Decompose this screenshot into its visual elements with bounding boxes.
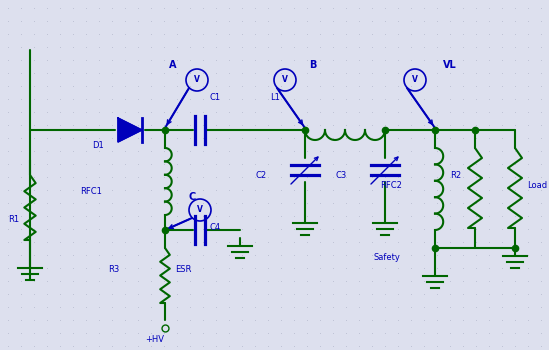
Polygon shape <box>118 118 142 142</box>
Text: C4: C4 <box>210 223 221 231</box>
Text: R3: R3 <box>108 266 119 274</box>
Text: ESR: ESR <box>175 266 192 274</box>
Text: B: B <box>309 60 317 70</box>
Text: RFC1: RFC1 <box>80 188 102 196</box>
Text: A: A <box>169 60 177 70</box>
Text: C1: C1 <box>209 92 220 102</box>
Text: VL: VL <box>443 60 457 70</box>
Text: +HV: +HV <box>145 336 165 344</box>
Text: V: V <box>197 205 203 215</box>
Text: RFC2: RFC2 <box>380 181 402 189</box>
Text: C: C <box>188 192 195 202</box>
Text: Safety: Safety <box>373 253 400 262</box>
Text: C3: C3 <box>335 170 346 180</box>
Text: V: V <box>282 76 288 84</box>
Text: Load: Load <box>527 181 547 189</box>
Text: L1: L1 <box>270 92 280 102</box>
Text: R2: R2 <box>450 170 461 180</box>
Text: C2: C2 <box>255 170 266 180</box>
Text: V: V <box>194 76 200 84</box>
Text: D1: D1 <box>92 140 104 149</box>
Text: R1: R1 <box>8 216 19 224</box>
Text: V: V <box>412 76 418 84</box>
